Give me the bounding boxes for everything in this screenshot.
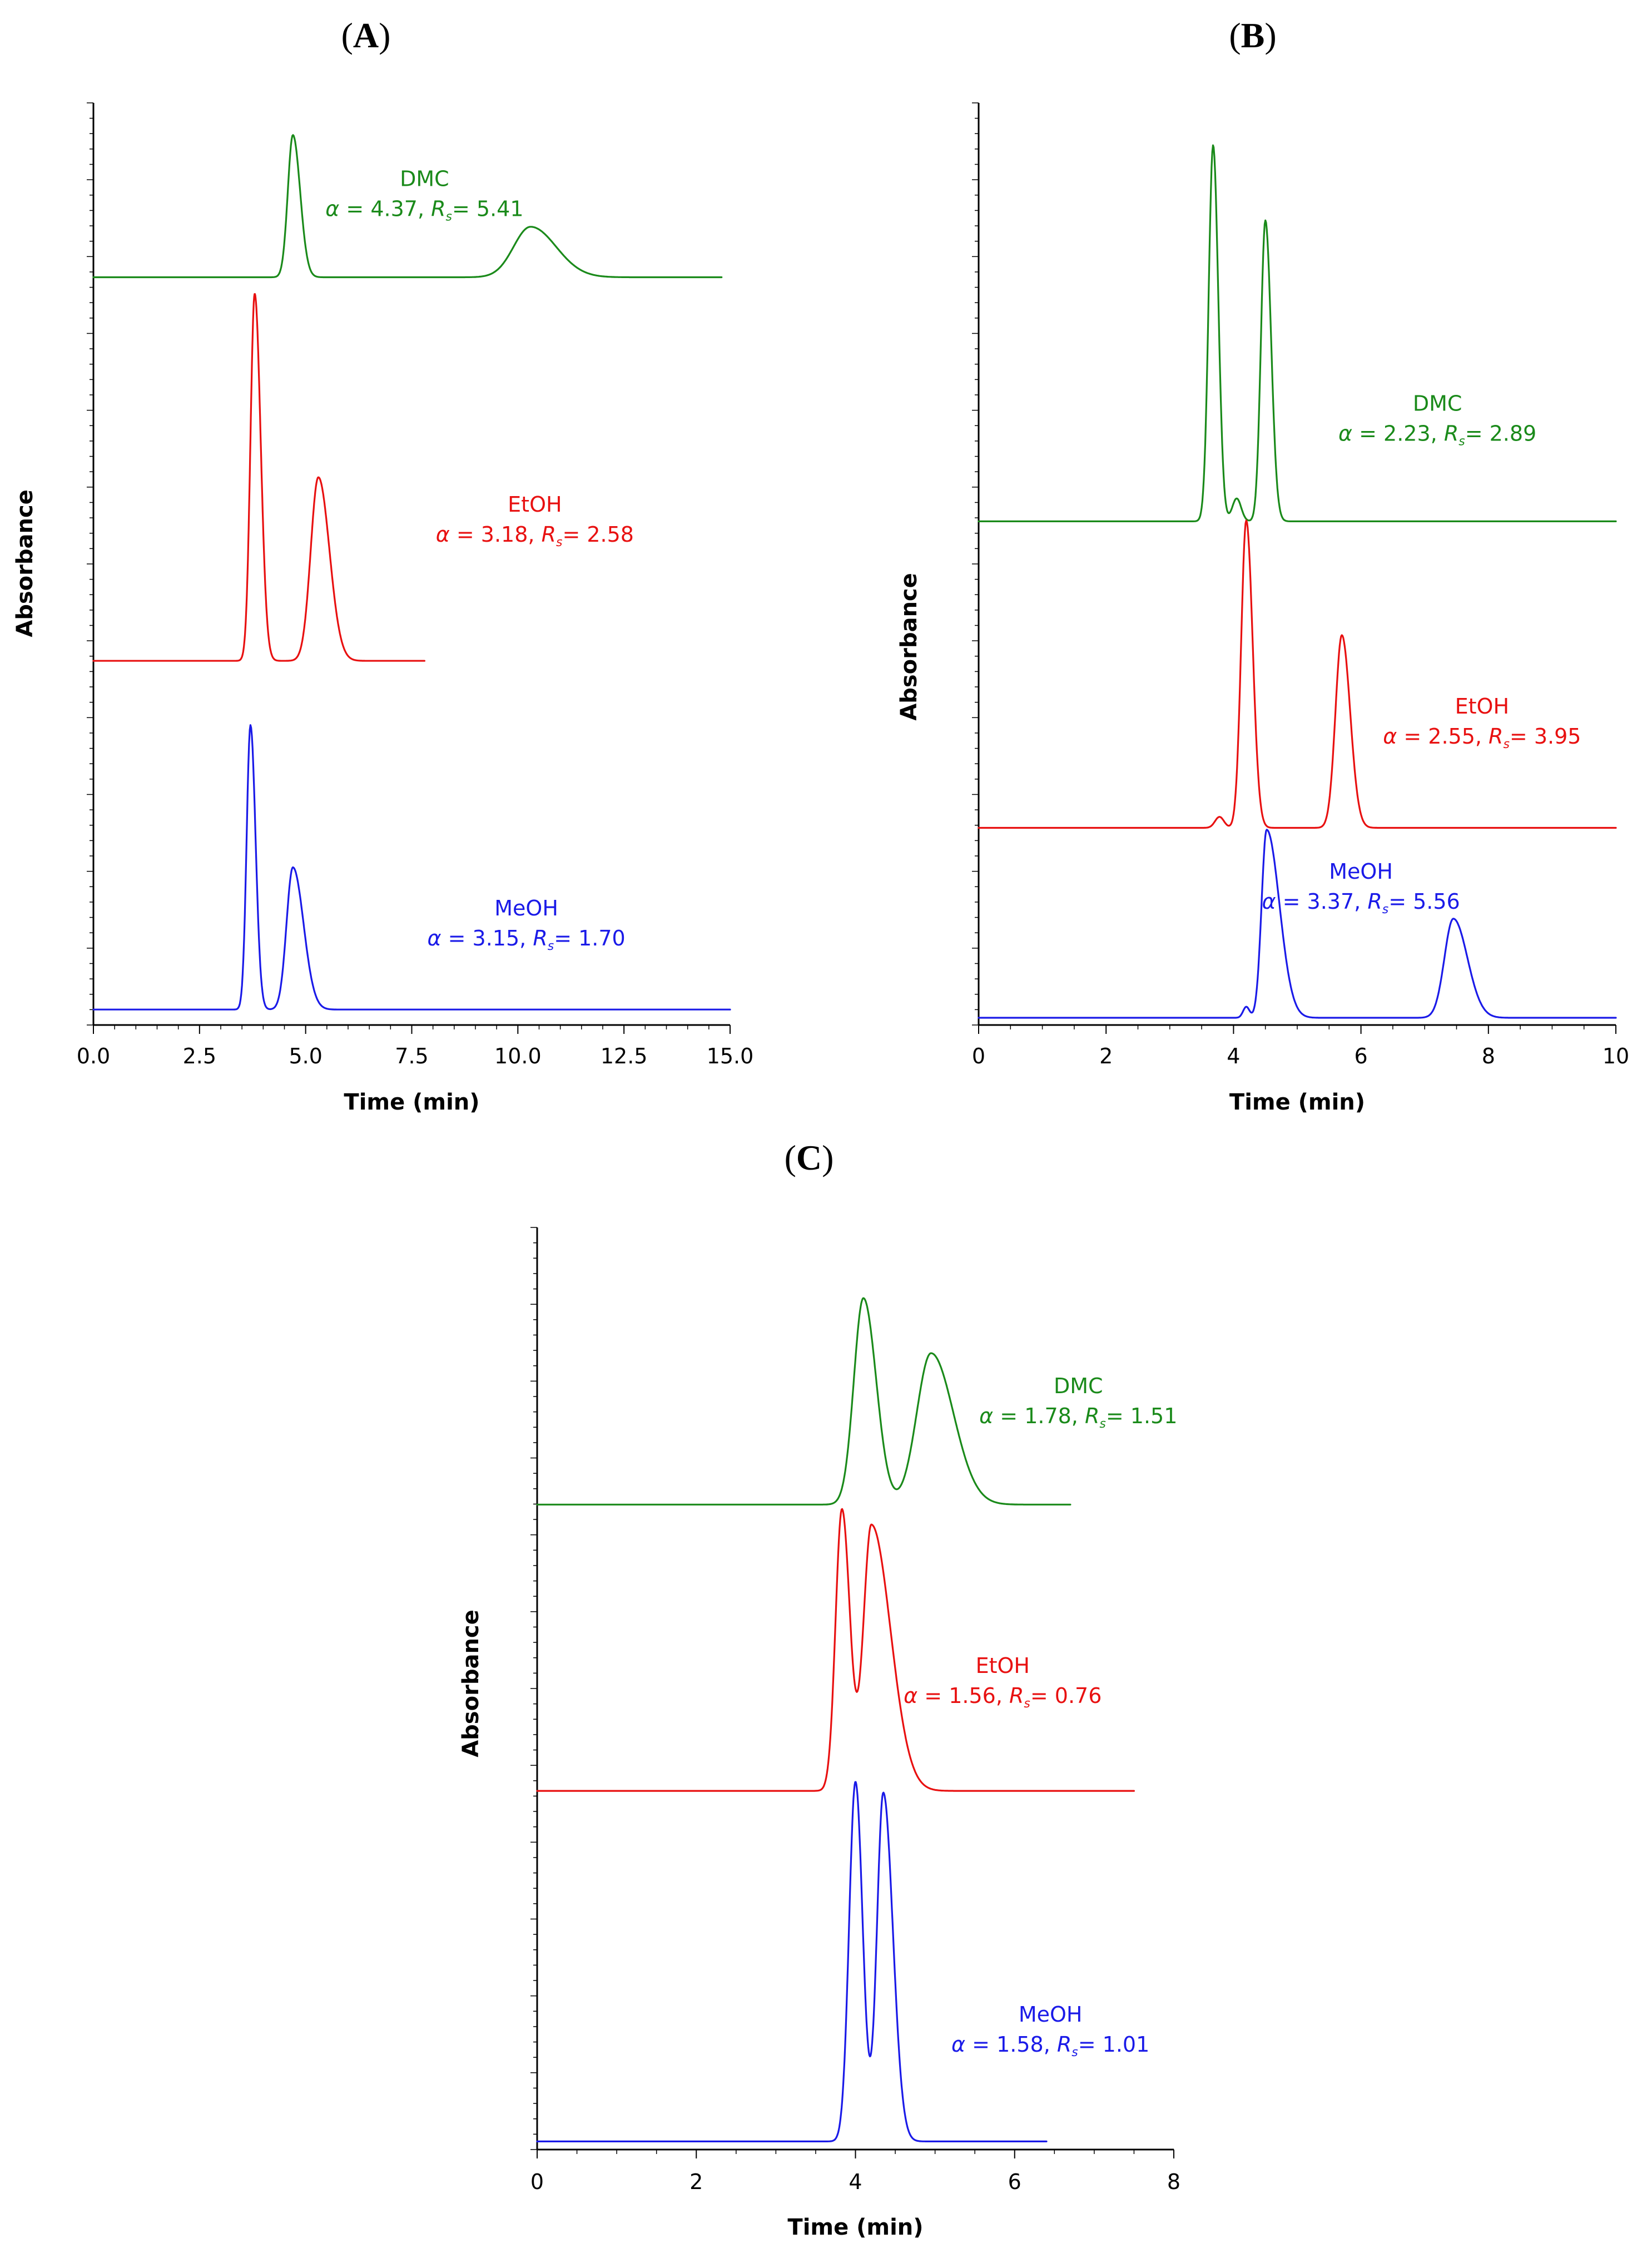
x-tick-label: 4 [1227,1044,1240,1068]
series-name-dmc: DMC [1054,1374,1103,1398]
panel-title-c: (C) [785,1138,834,1177]
x-tick-label: 8 [1482,1044,1495,1068]
chart-panel-b: (B) 0 2 4 6 8 10 Time (min) Absorbance DMC α = 2.2… [896,16,1629,1115]
x-tick-label: 0 [530,2170,544,2194]
separation-stats-dmc: α = 2.23, Rs= 2.89 [1338,422,1536,449]
x-tick-label: 7.5 [395,1044,428,1068]
trace-etoh [978,519,1617,829]
separation-stats-meoh: α = 1.58, Rs= 1.01 [951,2032,1149,2059]
x-tick-label: 4 [849,2170,862,2194]
x-axis-label: Time (min) [787,2215,923,2240]
x-axis-label: Time (min) [1229,1090,1365,1115]
x-tick-label: 5.0 [289,1044,322,1068]
x-tick-label: 8 [1167,2170,1180,2194]
series-name-dmc: DMC [1413,392,1462,416]
series-name-etoh: EtOH [508,492,562,517]
trace-etoh [536,1508,1135,1792]
x-tick-label: 2 [689,2170,703,2194]
separation-stats-meoh: α = 3.37, Rs= 5.56 [1262,889,1460,917]
separation-stats-dmc: α = 1.78, Rs= 1.51 [979,1404,1177,1431]
panel-title-a: (A) [341,16,391,55]
panel-title-b: (B) [1229,16,1276,55]
separation-stats-etoh: α = 3.18, Rs= 2.58 [436,522,634,549]
series-name-dmc: DMC [400,166,449,191]
chart-panel-a: (A) 0.0 2.5 5.0 7.5 10.0 12.5 15.0 Time (min) Abs… [12,16,753,1115]
trace-dmc [92,134,723,279]
x-axis-label: Time (min) [344,1090,479,1115]
x-tick-label: 2 [1099,1044,1113,1068]
x-tick-label: 6 [1355,1044,1368,1068]
trace-meoh [536,1781,1048,2142]
x-tick-label: 15.0 [707,1044,754,1068]
separation-stats-etoh: α = 2.55, Rs= 3.95 [1383,724,1581,751]
x-tick-label: 10.0 [494,1044,542,1068]
series-name-meoh: MeOH [494,896,558,920]
series-name-meoh: MeOH [1329,859,1393,884]
series-name-etoh: EtOH [976,1653,1030,1678]
x-tick-label: 0.0 [77,1044,110,1068]
y-axis-label: Absorbance [12,489,38,637]
x-tick-label: 0 [972,1044,985,1068]
trace-meoh [92,724,731,1011]
separation-stats-etoh: α = 1.56, Rs= 0.76 [904,1683,1102,1711]
x-tick-label: 12.5 [601,1044,648,1068]
x-tick-label: 2.5 [183,1044,216,1068]
y-axis-label: Absorbance [458,1610,484,1757]
trace-dmc [536,1297,1071,1506]
y-axis-label: Absorbance [896,573,922,721]
x-tick-label: 6 [1008,2170,1021,2194]
chart-panel-c: (C) 0 2 4 6 8 Time (min) Absorbance DMC α = 1.78,… [458,1138,1180,2240]
trace-meoh [978,829,1617,1019]
separation-stats-dmc: α = 4.37, Rs= 5.41 [325,196,523,224]
trace-etoh [92,293,426,662]
series-name-meoh: MeOH [1019,2002,1083,2027]
series-name-etoh: EtOH [1455,694,1509,719]
trace-dmc [978,144,1617,523]
x-tick-label: 10 [1603,1044,1629,1068]
separation-stats-meoh: α = 3.15, Rs= 1.70 [427,926,625,953]
